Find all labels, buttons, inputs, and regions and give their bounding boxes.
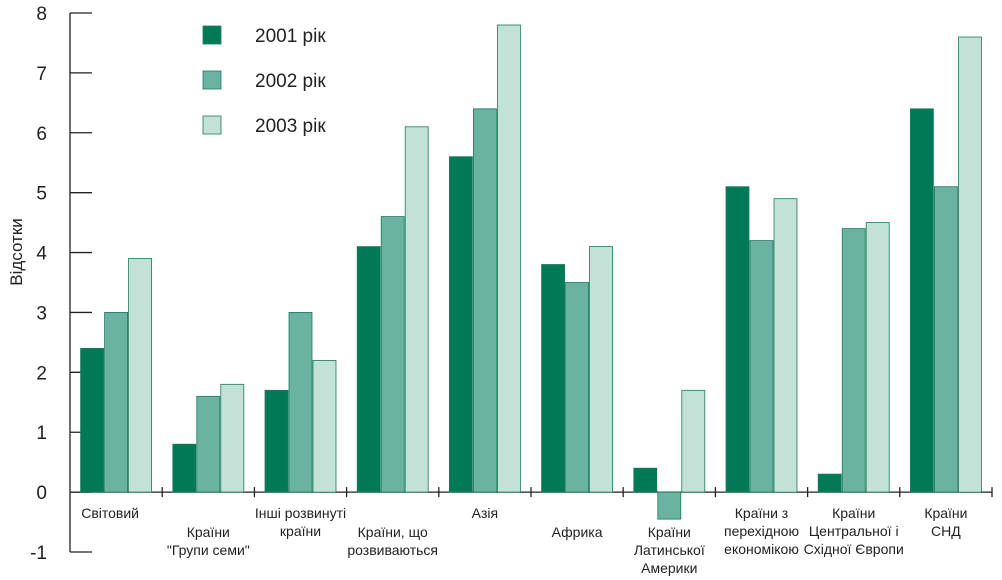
bar-2-7 <box>657 491 682 520</box>
y-tick-label: 6 <box>36 124 47 145</box>
bar-1-3 <box>264 389 289 493</box>
category-label: Країни <box>832 505 875 521</box>
bar-2-8 <box>749 240 774 493</box>
bar-3-5 <box>496 24 521 493</box>
legend-label: 2001 рік <box>255 26 326 47</box>
bar-3-4 <box>404 126 429 493</box>
bar-2-6 <box>565 282 589 493</box>
category-label: Країни <box>187 524 230 540</box>
category-label: Світовий <box>81 505 139 521</box>
y-tick-label: 1 <box>36 423 47 444</box>
category-label: Латинської <box>634 542 705 558</box>
legend-swatch <box>202 25 222 45</box>
category-label: СНД <box>931 523 961 539</box>
category-label: Інші розвинуті <box>255 505 346 521</box>
bar-1-2 <box>172 443 197 493</box>
bar-2-2 <box>196 395 221 493</box>
bar-2-3 <box>288 311 313 493</box>
bar-1-7 <box>633 467 658 493</box>
bar-2-4 <box>380 216 405 493</box>
legend-swatch <box>202 115 222 135</box>
category-label: економікою <box>724 541 799 557</box>
category-label: перехідною <box>724 523 799 539</box>
category-label: Східної Європи <box>804 541 904 557</box>
bars <box>80 24 982 520</box>
y-axis: -1 0 1 2 3 4 5 6 7 8 <box>30 4 92 564</box>
bar-1-4 <box>356 246 381 493</box>
bar-3-3 <box>312 359 337 493</box>
y-tick-label: 4 <box>36 244 47 265</box>
legend-label: 2002 рік <box>255 71 326 92</box>
category-label: Азія <box>472 505 498 521</box>
y-tick-label: 2 <box>36 363 47 384</box>
category-label: Країни, що <box>358 524 428 540</box>
bar-3-10 <box>958 36 982 493</box>
bar-1-6 <box>541 264 565 493</box>
category-label: Країни <box>924 505 967 521</box>
category-label: Країни <box>648 524 691 540</box>
bar-3-6 <box>589 246 613 493</box>
bar-3-7 <box>681 389 706 493</box>
bar-2-5 <box>472 108 497 493</box>
legend-label: 2003 рік <box>255 116 326 137</box>
y-tick-label: 5 <box>36 184 47 205</box>
y-tick-label: 8 <box>36 4 47 25</box>
bar-2-10 <box>934 186 958 493</box>
legend: 2001 рік 2002 рік 2003 рік <box>202 25 326 137</box>
category-label: Центральної і <box>809 523 899 539</box>
y-axis-label: Відсотки <box>7 218 26 286</box>
bar-3-1 <box>128 258 153 493</box>
bar-1-8 <box>725 186 750 493</box>
y-tick-label: -1 <box>30 543 47 564</box>
bar-3-8 <box>773 198 798 493</box>
bar-1-1 <box>80 347 104 493</box>
category-label: Африка <box>552 524 603 540</box>
bar-2-9 <box>841 228 866 493</box>
legend-swatch <box>202 70 222 90</box>
bar-1-10 <box>910 108 934 493</box>
y-tick-label: 3 <box>36 303 47 324</box>
y-tick-label: 7 <box>36 64 47 85</box>
bar-2-1 <box>104 311 128 493</box>
category-labels: Світовий Країни "Групи семи" Інші розвинуті… <box>81 505 967 576</box>
category-label: Країни з <box>735 505 788 521</box>
bar-1-9 <box>817 473 842 493</box>
y-tick-label: 0 <box>36 483 47 504</box>
bar-3-2 <box>220 383 245 493</box>
category-label: "Групи семи" <box>167 542 250 558</box>
bar-3-9 <box>865 222 890 493</box>
category-label: Америки <box>641 560 697 576</box>
category-label: розвиваються <box>347 542 438 558</box>
category-label: країни <box>280 523 321 539</box>
bar-1-5 <box>448 156 473 493</box>
